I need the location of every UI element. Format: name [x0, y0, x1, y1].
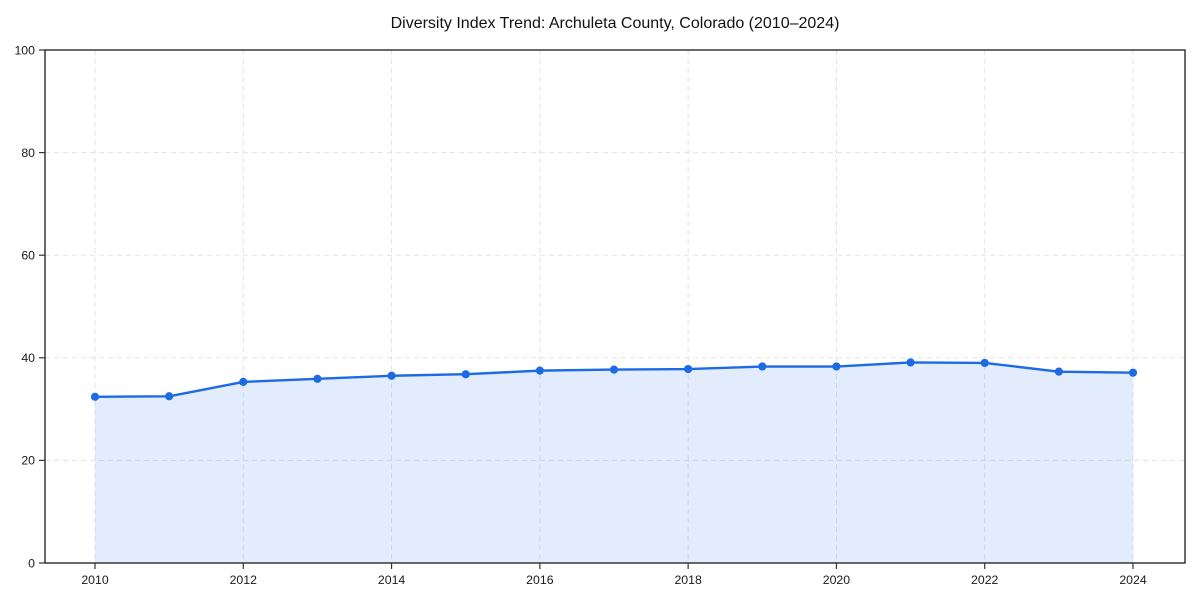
x-tick-label: 2016: [526, 573, 554, 587]
data-point: [832, 362, 841, 371]
data-point: [165, 392, 174, 401]
chart-title: Diversity Index Trend: Archuleta County,…: [390, 15, 840, 32]
y-tick-label: 60: [21, 249, 35, 263]
plot-border: [44, 49, 1186, 564]
y-tick-label: 100: [14, 43, 35, 57]
data-point: [684, 364, 693, 374]
data-point: [758, 362, 767, 371]
data-point: [387, 371, 396, 380]
data-point: [609, 365, 619, 374]
y-tick-label: 40: [21, 351, 35, 365]
x-tick-label: 2018: [674, 573, 702, 587]
y-tick-label: 0: [28, 556, 35, 570]
x-tick-label: 2020: [823, 573, 851, 587]
area-fill: [95, 362, 1133, 563]
x-tick-label: 2014: [378, 573, 406, 587]
data-point: [461, 370, 470, 379]
data-point: [1128, 368, 1138, 377]
y-tick-label: 20: [21, 454, 35, 468]
x-tick-label: 2012: [230, 573, 258, 587]
data-point: [90, 392, 100, 401]
data-point: [239, 377, 248, 387]
data-point: [980, 358, 989, 368]
x-tick-label: 2024: [1119, 573, 1147, 587]
data-point: [313, 374, 322, 383]
x-tick-label: 2022: [971, 573, 999, 587]
data-point: [906, 358, 915, 367]
x-tick-label: 2010: [81, 573, 109, 587]
y-tick-label: 80: [21, 146, 35, 160]
data-point: [535, 366, 544, 375]
data-point: [1054, 367, 1063, 376]
